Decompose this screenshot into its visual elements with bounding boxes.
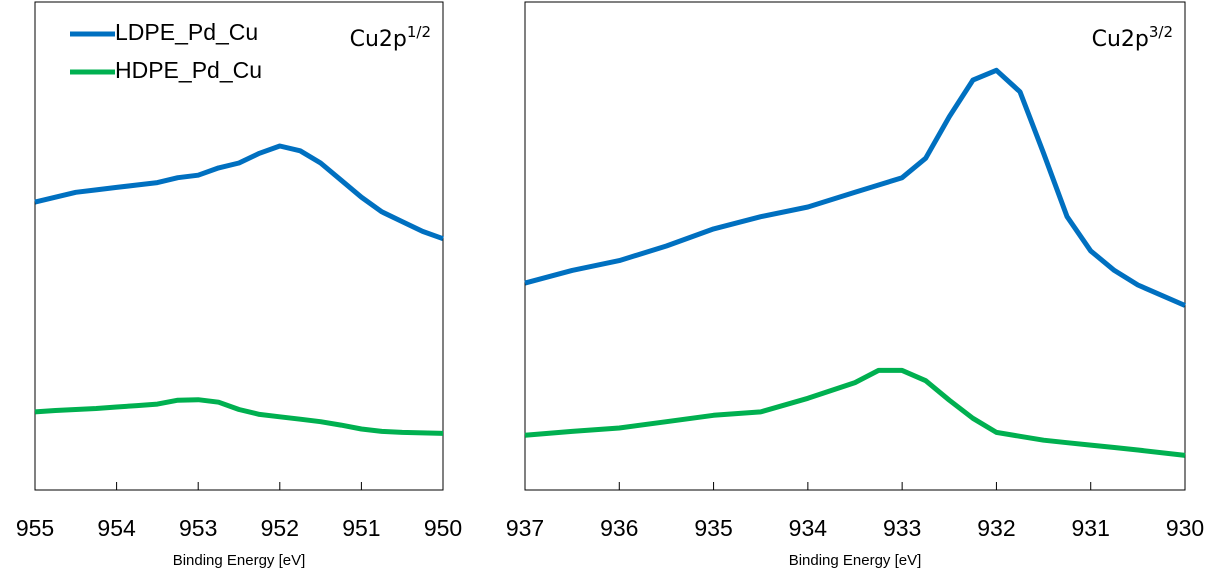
x-axis-label: Binding Energy [eV] (173, 552, 306, 569)
annotation: Cu2p3/2 (1092, 23, 1173, 53)
legend-label: LDPE_Pd_Cu (115, 19, 258, 45)
data-line (524, 67, 1186, 308)
plot-frame (34, 1, 444, 491)
x-tick-label: 950 (424, 515, 462, 541)
data-line (34, 397, 444, 436)
x-tick-label: 935 (694, 515, 732, 541)
x-tick-label: 954 (97, 515, 136, 541)
annotation-superscript: 3/2 (1149, 23, 1173, 41)
x-tick-label: 952 (261, 515, 299, 541)
annotation-text: Cu2p (1092, 27, 1149, 52)
x-axis-label: Binding Energy [eV] (789, 552, 922, 569)
x-tick-label: 934 (789, 515, 828, 541)
x-tick-label: 951 (342, 515, 380, 541)
x-tick-label: 953 (179, 515, 217, 541)
x-tick-label: 932 (977, 515, 1015, 541)
x-tick-label: 955 (16, 515, 54, 541)
data-line (524, 367, 1186, 458)
x-tick-label: 931 (1072, 515, 1110, 541)
annotation-superscript: 1/2 (407, 23, 431, 41)
x-tick-label: 936 (600, 515, 638, 541)
annotation: Cu2p1/2 (350, 23, 431, 53)
x-tick-label: 937 (506, 515, 544, 541)
x-tick-label: 933 (883, 515, 921, 541)
plot-frame (524, 1, 1186, 491)
legend-label: HDPE_Pd_Cu (115, 57, 262, 83)
x-tick-label: 930 (1166, 515, 1204, 541)
annotation-text: Cu2p (350, 27, 407, 52)
data-line (34, 143, 444, 242)
